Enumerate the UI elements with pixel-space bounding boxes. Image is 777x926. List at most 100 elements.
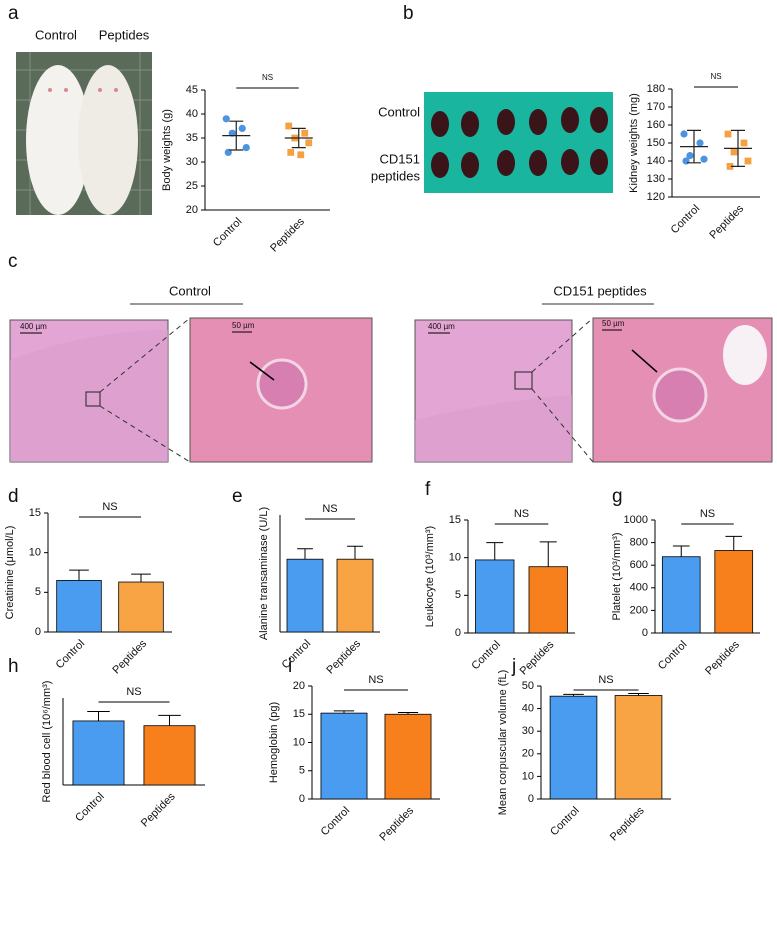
y-tick-label: 0	[299, 793, 305, 805]
panel-letter: e	[232, 486, 243, 507]
x-tick-label: Peptides	[268, 215, 307, 254]
x-tick-label: Control	[656, 639, 690, 673]
kidney-photo	[424, 92, 613, 193]
y-tick-label: 200	[630, 604, 648, 616]
chart: j 0 10 20 30 40 50 Mean corpuscular volume (fL)…	[497, 656, 671, 843]
x-tick-label: Peptides	[110, 637, 149, 676]
y-axis-label: Creatinine (μmol/L)	[4, 526, 16, 620]
y-tick-label: 400	[630, 582, 648, 594]
y-tick-label: 600	[630, 559, 648, 571]
x-tick-label: Control	[319, 805, 353, 839]
y-tick-label: 10	[522, 770, 534, 782]
chart: 120 130 140 150 160 170 180 Kidney weights (mg)…	[628, 72, 760, 241]
chart: 20 25 30 35 40 45 Body weights (g) Control Pepti…	[161, 73, 330, 254]
chart: d 0 5 10 15 Creatinine (μmol/L) Control Peptide…	[4, 486, 172, 676]
data-point	[301, 129, 309, 137]
panel-letter: b	[403, 3, 414, 24]
panel-letter: f	[425, 479, 431, 500]
bar	[320, 712, 368, 800]
panel-letter: c	[8, 251, 18, 272]
significance-label: NS	[368, 674, 383, 686]
data-point	[238, 124, 246, 132]
x-tick-label: Peptides	[377, 804, 416, 843]
error-bar	[672, 545, 690, 557]
y-tick-label: 50	[522, 680, 534, 692]
y-tick-label: 180	[647, 83, 665, 95]
y-tick-label: 5	[455, 589, 461, 601]
x-tick-label: Control	[469, 639, 503, 673]
data-point	[682, 157, 690, 165]
y-tick-label: 0	[455, 627, 461, 639]
photo-label: Control	[35, 27, 77, 42]
y-tick-label: 40	[186, 108, 198, 120]
y-axis-label: Kidney weights (mg)	[628, 93, 640, 193]
error-bar	[297, 548, 313, 560]
data-point	[724, 130, 732, 138]
error-bar	[87, 710, 110, 721]
sd-bar	[731, 129, 745, 167]
y-tick-label: 800	[630, 537, 648, 549]
significance-label: NS	[700, 508, 715, 520]
y-axis-label: Red blood cell (10⁶/mm³)	[41, 681, 53, 803]
photo-label: CD151	[380, 151, 420, 166]
chart: i 0 5 10 15 20 Hemoglobin (pg) Control Peptides N…	[268, 656, 440, 843]
chart: e Alanine transaminase (U/L) Control Peptid…	[232, 486, 380, 676]
data-point	[700, 155, 708, 163]
scale-bar-label: 50 µm	[232, 321, 255, 330]
y-tick-label: 10	[293, 736, 305, 748]
scale-bar-label: 400 µm	[20, 322, 47, 331]
bar	[143, 725, 196, 786]
significance-label: NS	[710, 72, 721, 81]
x-tick-label: Control	[73, 791, 107, 825]
sd-bar	[229, 120, 244, 151]
bar	[384, 713, 432, 800]
bar	[286, 558, 324, 633]
panel-letter: g	[612, 486, 623, 507]
chart: f 0 5 10 15 Leukocyte (10³/mm³) Control Peptide…	[424, 479, 575, 677]
mice-photo	[16, 52, 152, 215]
x-tick-label: Peptides	[139, 790, 178, 829]
bar	[475, 559, 515, 634]
y-axis-label: Leukocyte (10³/mm³)	[424, 526, 436, 627]
error-bar	[486, 542, 504, 560]
x-tick-label: Control	[280, 638, 314, 672]
data-point	[740, 139, 748, 147]
y-tick-label: 20	[522, 748, 534, 760]
scale-bar-label: 400 µm	[428, 322, 455, 331]
y-tick-label: 0	[642, 627, 648, 639]
bar	[528, 566, 568, 634]
data-point	[744, 157, 752, 165]
y-tick-label: 0	[528, 793, 534, 805]
significance-label: NS	[102, 501, 117, 513]
x-tick-label: Control	[669, 203, 703, 237]
y-tick-label: 5	[299, 765, 305, 777]
panel-letter: a	[8, 3, 19, 24]
x-tick-label: Peptides	[518, 638, 557, 677]
bar	[614, 695, 663, 800]
error-bar	[725, 535, 743, 551]
x-tick-label: Peptides	[703, 638, 742, 677]
x-tick-label: Control	[211, 216, 245, 250]
y-tick-label: 15	[29, 507, 41, 519]
y-tick-label: 40	[522, 703, 534, 715]
y-tick-label: 15	[449, 514, 461, 526]
x-tick-label: Peptides	[608, 804, 647, 843]
data-point	[686, 152, 694, 160]
y-tick-label: 150	[647, 137, 665, 149]
y-axis-label: Body weights (g)	[161, 109, 173, 191]
photo-label: peptides	[371, 168, 421, 183]
y-tick-label: 45	[186, 84, 198, 96]
y-tick-label: 0	[35, 626, 41, 638]
y-tick-label: 15	[293, 708, 305, 720]
panel-letter: h	[8, 656, 19, 677]
bar	[56, 580, 102, 633]
sd-bar	[291, 127, 306, 149]
bar	[714, 550, 754, 634]
group-title: Control	[169, 283, 211, 298]
data-point	[730, 148, 738, 156]
bar	[336, 558, 374, 633]
data-point	[680, 130, 688, 138]
significance-label: NS	[322, 503, 337, 515]
y-tick-label: 5	[35, 586, 41, 598]
panel-letter: d	[8, 486, 19, 507]
